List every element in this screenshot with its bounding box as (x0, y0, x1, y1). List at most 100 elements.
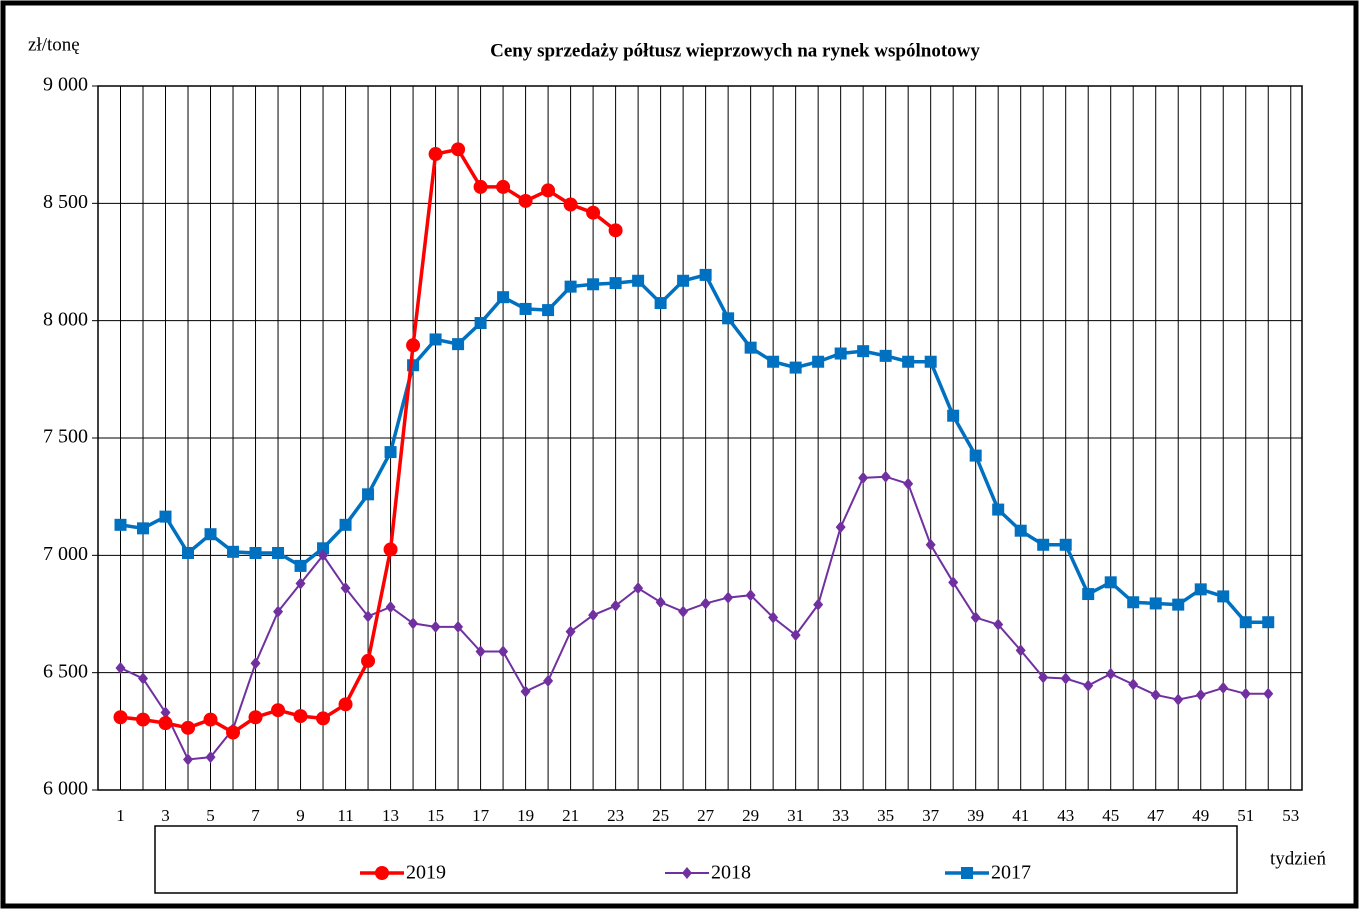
point (204, 528, 217, 541)
x-tick-label: 23 (607, 806, 624, 825)
point (1217, 590, 1230, 603)
legend-label: 2017 (991, 862, 1031, 884)
series-line (120, 272, 1269, 624)
point (969, 449, 982, 462)
point (682, 867, 692, 879)
point (159, 510, 172, 523)
point (1083, 679, 1094, 692)
x-tick-label: 21 (562, 806, 579, 825)
y-tick-label: 8 500 (43, 191, 88, 213)
point (1150, 688, 1161, 701)
point (655, 596, 666, 609)
y-tick-label: 7 000 (43, 543, 88, 565)
point (451, 142, 466, 157)
point (789, 361, 802, 374)
point (249, 546, 262, 559)
point (293, 709, 308, 724)
point (563, 197, 578, 212)
point (160, 706, 171, 719)
point (248, 710, 263, 725)
x-tick-label: 17 (472, 806, 490, 825)
point (857, 345, 870, 358)
point (744, 341, 757, 354)
point (406, 338, 421, 353)
point (768, 611, 779, 624)
point (158, 716, 173, 731)
point (362, 488, 375, 501)
point (924, 355, 937, 368)
x-tick-label: 15 (427, 806, 444, 825)
point (1239, 616, 1252, 629)
point (113, 710, 128, 725)
point (1014, 524, 1027, 537)
point (609, 277, 622, 290)
point (361, 653, 376, 668)
point (114, 518, 127, 531)
point (678, 605, 689, 618)
point (699, 268, 712, 281)
point (272, 546, 285, 559)
point (1194, 583, 1207, 596)
x-tick-label: 51 (1237, 806, 1254, 825)
x-tick-label: 5 (206, 806, 215, 825)
point (363, 610, 374, 623)
point (632, 274, 645, 287)
point (430, 620, 441, 633)
point (273, 605, 284, 618)
point (520, 685, 531, 698)
point (138, 672, 149, 685)
x-tick-label: 49 (1192, 806, 1209, 825)
point (453, 620, 464, 633)
y-axis-label: zł/tonę (28, 34, 80, 55)
point (250, 657, 261, 670)
point (1082, 588, 1095, 601)
point (677, 274, 690, 287)
legend (154, 825, 1238, 894)
point (1038, 671, 1049, 684)
point (1262, 616, 1275, 629)
point (565, 625, 576, 638)
legend-label: 2018 (711, 862, 751, 884)
point (137, 522, 150, 535)
point (745, 589, 756, 602)
point (902, 355, 915, 368)
x-tick-label: 53 (1282, 806, 1299, 825)
point (383, 542, 398, 557)
point (205, 751, 216, 764)
point (633, 582, 644, 595)
point (1195, 688, 1206, 701)
x-tick-label: 7 (251, 806, 260, 825)
point (408, 617, 419, 630)
point (1240, 687, 1251, 700)
x-tick-label: 47 (1147, 806, 1165, 825)
point (338, 697, 353, 712)
chart-title: Ceny sprzedaży półtusz wieprzowych na ry… (490, 40, 980, 61)
x-tick-label: 31 (787, 806, 804, 825)
y-tick-label: 6 000 (43, 778, 88, 800)
point (181, 720, 196, 735)
point (429, 333, 442, 346)
point (497, 291, 510, 304)
point (947, 409, 960, 422)
point (271, 703, 286, 718)
x-tick-label: 43 (1057, 806, 1074, 825)
point (961, 867, 973, 879)
x-tick-label: 19 (517, 806, 534, 825)
point (226, 725, 241, 740)
point (375, 866, 389, 880)
point (903, 477, 914, 490)
point (993, 618, 1004, 631)
point (813, 598, 824, 611)
point (182, 546, 195, 559)
x-tick-label: 45 (1102, 806, 1119, 825)
point (564, 280, 577, 293)
point (586, 205, 601, 220)
x-tick-label: 3 (161, 806, 170, 825)
point (970, 611, 981, 624)
point (925, 538, 936, 551)
x-tick-label: 35 (877, 806, 894, 825)
point (385, 600, 396, 613)
x-tick-label: 25 (652, 806, 669, 825)
point (858, 471, 869, 484)
